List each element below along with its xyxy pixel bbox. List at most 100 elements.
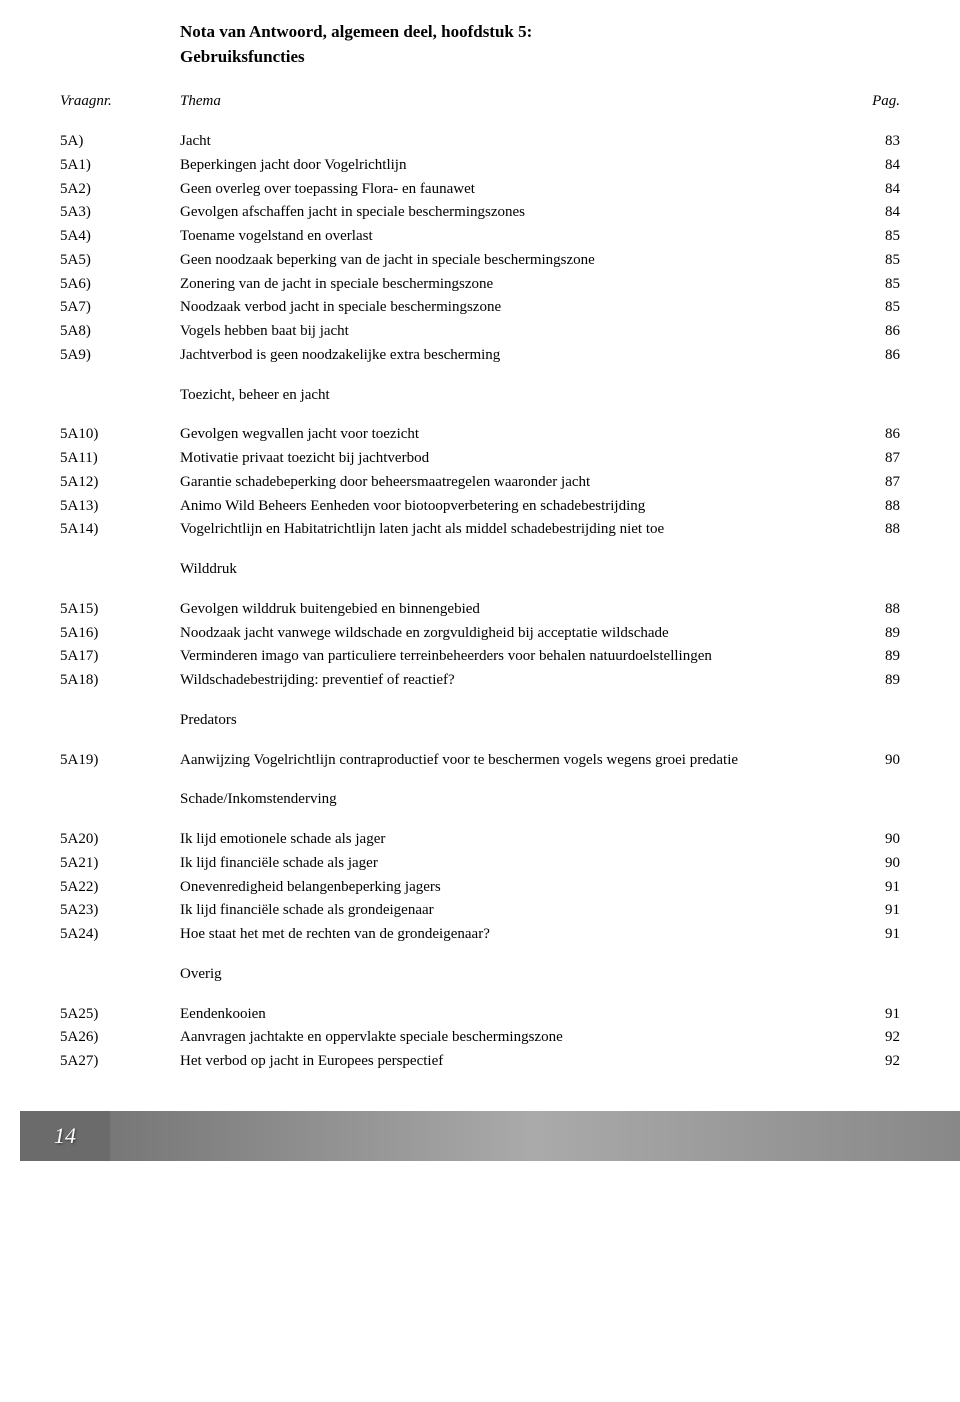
toc-page: 85 [850,274,900,296]
toc-page: 85 [850,226,900,248]
toc-label: Ik lijd financiële schade als grondeigen… [180,900,850,922]
toc-page: 84 [850,155,900,177]
toc-row: 5A19)Aanwijzing Vogelrichtlijn contrapro… [60,750,900,772]
toc-id: 5A15) [60,599,180,621]
header-thema: Thema [180,91,850,113]
section-heading: Overig [180,964,900,986]
section-heading: Wilddruk [180,559,900,581]
toc-id: 5A20) [60,829,180,851]
toc-label: Het verbod op jacht in Europees perspect… [180,1051,850,1073]
toc-row: 5A6)Zonering van de jacht in speciale be… [60,274,900,296]
toc-page: 85 [850,250,900,272]
toc-id: 5A11) [60,448,180,470]
title-line-2: Gebruiksfuncties [180,45,900,70]
toc-label: Animo Wild Beheers Eenheden voor biotoop… [180,496,850,518]
toc-page: 86 [850,424,900,446]
title-line-1: Nota van Antwoord, algemeen deel, hoofds… [180,20,900,45]
toc-label: Ik lijd financiële schade als jager [180,853,850,875]
toc-row: 5A12)Garantie schadebeperking door behee… [60,472,900,494]
toc-page: 83 [850,131,900,153]
footer-strip [110,1111,960,1161]
toc-page: 89 [850,623,900,645]
toc-page: 84 [850,179,900,201]
toc-page: 84 [850,202,900,224]
toc-label: Toename vogelstand en overlast [180,226,850,248]
toc-page: 90 [850,750,900,772]
toc-page: 91 [850,900,900,922]
toc-label: Beperkingen jacht door Vogelrichtlijn [180,155,850,177]
toc-id: 5A18) [60,670,180,692]
toc-id: 5A12) [60,472,180,494]
toc-label: Zonering van de jacht in speciale besche… [180,274,850,296]
toc-row: 5A25)Eendenkooien91 [60,1004,900,1026]
toc-label: Motivatie privaat toezicht bij jachtverb… [180,448,850,470]
toc-id: 5A21) [60,853,180,875]
toc-id: 5A7) [60,297,180,319]
toc-id: 5A13) [60,496,180,518]
toc-id: 5A6) [60,274,180,296]
toc-row: 5A5)Geen noodzaak beperking van de jacht… [60,250,900,272]
toc-row: 5A13)Animo Wild Beheers Eenheden voor bi… [60,496,900,518]
toc-id: 5A23) [60,900,180,922]
toc-row: 5A18)Wildschadebestrijding: preventief o… [60,670,900,692]
toc-row: 5A26)Aanvragen jachtakte en oppervlakte … [60,1027,900,1049]
toc-label: Verminderen imago van particuliere terre… [180,646,850,668]
header-pag: Pag. [850,91,900,113]
toc-id: 5A4) [60,226,180,248]
toc-row: 5A8)Vogels hebben baat bij jacht86 [60,321,900,343]
toc-label: Aanwijzing Vogelrichtlijn contraproducti… [180,750,850,772]
toc-page: 89 [850,646,900,668]
toc-page: 88 [850,519,900,541]
toc-label: Wildschadebestrijding: preventief of rea… [180,670,850,692]
toc-label: Noodzaak verbod jacht in speciale besche… [180,297,850,319]
toc-page: 87 [850,448,900,470]
toc-label: Gevolgen wilddruk buitengebied en binnen… [180,599,850,621]
toc-label: Ik lijd emotionele schade als jager [180,829,850,851]
toc-id: 5A22) [60,877,180,899]
toc-row: 5A7)Noodzaak verbod jacht in speciale be… [60,297,900,319]
toc-page: 91 [850,877,900,899]
toc-row: 5A2)Geen overleg over toepassing Flora- … [60,179,900,201]
toc-row: 5A15)Gevolgen wilddruk buitengebied en b… [60,599,900,621]
toc-label: Noodzaak jacht vanwege wildschade en zor… [180,623,850,645]
toc-page: 92 [850,1051,900,1073]
toc-row: 5A9)Jachtverbod is geen noodzakelijke ex… [60,345,900,367]
toc-id: 5A5) [60,250,180,272]
toc-body: 5A)Jacht835A1)Beperkingen jacht door Vog… [60,131,900,1073]
toc-page: 86 [850,345,900,367]
toc-row: 5A)Jacht83 [60,131,900,153]
toc-header-row: Vraagnr. Thema Pag. [60,91,900,113]
page-number: 14 [20,1111,110,1161]
toc-row: 5A21)Ik lijd financiële schade als jager… [60,853,900,875]
toc-id: 5A17) [60,646,180,668]
toc-page: 90 [850,853,900,875]
toc-id: 5A9) [60,345,180,367]
toc-row: 5A27)Het verbod op jacht in Europees per… [60,1051,900,1073]
toc-label: Vogels hebben baat bij jacht [180,321,850,343]
section-heading: Predators [180,710,900,732]
toc-page: 90 [850,829,900,851]
toc-label: Eendenkooien [180,1004,850,1026]
toc-id: 5A1) [60,155,180,177]
toc-label: Onevenredigheid belangenbeperking jagers [180,877,850,899]
toc-id: 5A25) [60,1004,180,1026]
toc-page: 86 [850,321,900,343]
header-vraagnr: Vraagnr. [60,91,180,113]
toc-label: Aanvragen jachtakte en oppervlakte speci… [180,1027,850,1049]
toc-row: 5A16)Noodzaak jacht vanwege wildschade e… [60,623,900,645]
toc-page: 91 [850,924,900,946]
page-footer: 14 [60,1101,900,1161]
toc-row: 5A3)Gevolgen afschaffen jacht in special… [60,202,900,224]
toc-label: Gevolgen afschaffen jacht in speciale be… [180,202,850,224]
toc-row: 5A22)Onevenredigheid belangenbeperking j… [60,877,900,899]
toc-page: 91 [850,1004,900,1026]
toc-label: Hoe staat het met de rechten van de gron… [180,924,850,946]
toc-row: 5A14)Vogelrichtlijn en Habitatrichtlijn … [60,519,900,541]
toc-row: 5A20)Ik lijd emotionele schade als jager… [60,829,900,851]
section-heading: Schade/Inkomstenderving [180,789,900,811]
toc-label: Geen overleg over toepassing Flora- en f… [180,179,850,201]
toc-id: 5A3) [60,202,180,224]
toc-page: 89 [850,670,900,692]
toc-id: 5A10) [60,424,180,446]
section-heading: Toezicht, beheer en jacht [180,385,900,407]
